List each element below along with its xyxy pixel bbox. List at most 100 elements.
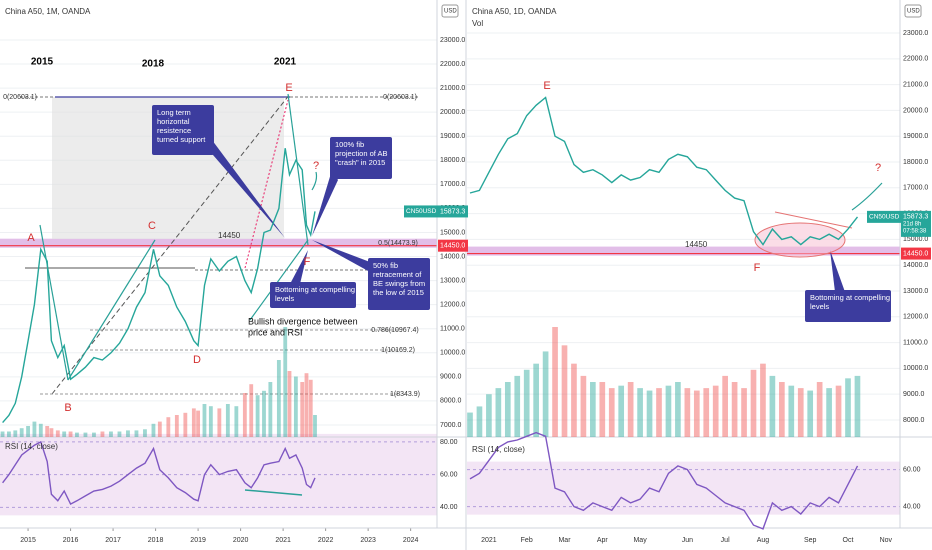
volume-bar <box>208 406 213 437</box>
annotation: 2021 <box>274 57 297 68</box>
arrow <box>851 182 883 211</box>
volume-bar <box>835 385 842 437</box>
level-label: 14450.0 <box>903 250 928 257</box>
callout-text: the low of 2015 <box>373 288 424 297</box>
rsi-tick-label: 60.00 <box>440 471 458 478</box>
volume-bar <box>157 421 162 437</box>
countdown: 07:58:38 <box>903 228 927 234</box>
annotation: B <box>64 402 71 414</box>
x-tick-label: Nov <box>880 537 893 544</box>
callout-text: "crash" in 2015 <box>335 158 385 167</box>
volume-bar <box>722 375 728 437</box>
symbol-box <box>867 210 901 223</box>
annotation: C <box>148 220 156 232</box>
volume-bar <box>287 371 292 437</box>
callout-box <box>805 290 891 322</box>
fib-line <box>244 99 289 269</box>
volume-bar <box>741 388 747 437</box>
callout-text: 100% fib <box>335 140 364 149</box>
y-tick-label: 8000.0 <box>903 417 925 424</box>
annotation: A <box>27 232 35 244</box>
y-tick-label: 18000.0 <box>903 159 928 166</box>
callout-pointer <box>290 250 308 284</box>
x-tick-label: Jul <box>721 537 730 544</box>
level-text: 14450 <box>685 240 708 249</box>
volume-bar <box>712 385 719 437</box>
level-label-box <box>438 239 468 252</box>
volume-bar <box>590 382 596 437</box>
callout-box <box>330 137 392 179</box>
rsi-tick-label: 60.00 <box>903 466 921 473</box>
callout-text: levels <box>810 302 829 311</box>
x-tick-label: 2022 <box>318 537 334 544</box>
volume-bar <box>807 390 814 437</box>
volume-bar <box>7 431 11 437</box>
volume-bar <box>542 351 549 437</box>
volume-bar <box>38 423 43 437</box>
volume-bar <box>92 432 96 437</box>
volume-bar <box>166 417 171 437</box>
annotation: 0(20603.1) <box>3 94 37 101</box>
callout-text: Bottoming at compelling <box>275 285 355 294</box>
callout-text: resistence <box>157 126 191 135</box>
y-tick-label: 12000.0 <box>440 301 465 308</box>
x-tick-label: 2016 <box>63 537 79 544</box>
volume-bar <box>599 382 606 437</box>
y-tick-label: 19000.0 <box>440 133 465 140</box>
swing-line <box>67 239 156 381</box>
y-tick-label: 15000.0 <box>440 229 465 236</box>
callout-pointer <box>830 250 845 292</box>
volume-bar <box>143 429 147 437</box>
level-text: 14450 <box>218 231 241 240</box>
volume-bar <box>684 388 691 437</box>
annotation: F <box>754 262 761 274</box>
callout-box <box>152 105 214 155</box>
volume-bar <box>703 388 710 437</box>
volume-bar <box>83 432 88 437</box>
x-tick-label: 2021 <box>481 537 497 544</box>
annotation: E <box>285 82 292 94</box>
volume-bar <box>109 431 113 437</box>
volume-bar <box>262 390 266 437</box>
annotation: F <box>304 256 311 268</box>
volume-bar <box>486 394 492 437</box>
last-price-box <box>901 210 931 237</box>
note: Bullish divergence between <box>248 316 358 326</box>
y-tick-label: 12000.0 <box>903 314 928 321</box>
volume-bar <box>49 428 54 437</box>
annotation: ? <box>875 162 881 174</box>
volume-bar <box>476 406 483 437</box>
rsi-tick-label: 80.00 <box>440 439 458 446</box>
symbol: CN50USD <box>869 214 900 221</box>
annotation: 1(8343.9) <box>390 391 420 398</box>
x-tick-label: 2023 <box>360 537 376 544</box>
x-tick-label: Oct <box>843 537 854 544</box>
rsi-line <box>2 440 316 506</box>
rsi-tick-label: 40.00 <box>903 503 921 510</box>
callout-pointer <box>200 140 285 238</box>
annotation: 0.786(10967.4) <box>371 327 418 334</box>
y-tick-label: 11000.0 <box>903 339 928 346</box>
volume-bar <box>750 369 757 437</box>
countdown: 21d 8h <box>903 221 921 227</box>
callout-text: 50% fib <box>373 261 398 270</box>
annotation: D <box>193 354 201 366</box>
y-tick-label: 9000.0 <box>440 374 462 381</box>
volume-bar <box>276 360 281 437</box>
volume-bar <box>561 345 568 437</box>
y-tick-label: 14000.0 <box>903 262 928 269</box>
y-tick-label: 23000.0 <box>440 37 465 44</box>
x-tick-label: 2015 <box>20 537 36 544</box>
data-layer <box>0 96 861 530</box>
volume-bar <box>234 406 239 437</box>
callout-box <box>270 282 356 308</box>
x-tick-label: 2024 <box>403 537 419 544</box>
y-tick-label: 10000.0 <box>440 350 465 357</box>
trend-line <box>774 211 853 229</box>
volume-bar <box>304 373 309 437</box>
volume-bar <box>249 384 254 437</box>
callout-text: levels <box>275 294 294 303</box>
volume-bar <box>580 375 587 437</box>
currency-box <box>904 4 922 18</box>
bottom-zone <box>754 222 846 258</box>
